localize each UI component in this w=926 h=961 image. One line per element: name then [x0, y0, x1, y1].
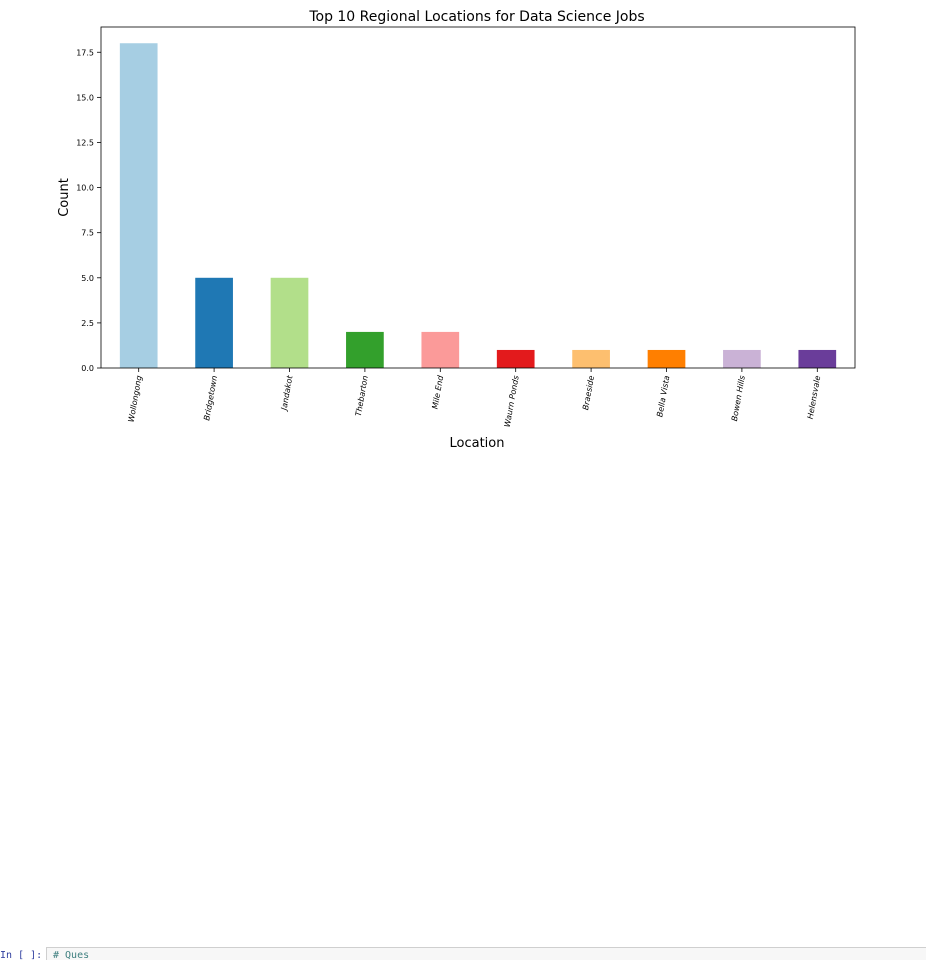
- y-tick-label: 2.5: [81, 319, 94, 328]
- bar-mile-end: [421, 331, 460, 368]
- chart-title: Top 10 Regional Locations for Data Scien…: [308, 9, 644, 25]
- bar-jandakot: [270, 277, 309, 368]
- x-tick-label: Bella Vista: [655, 375, 671, 418]
- code-input[interactable]: # Ques: [46, 947, 926, 961]
- x-tick-label: Waurn Ponds: [503, 375, 521, 428]
- x-tick-label: Thebarton: [354, 375, 370, 417]
- code-text: # Ques: [53, 950, 90, 961]
- bar-helensvale: [798, 349, 837, 368]
- x-tick-label: Mile End: [430, 374, 445, 410]
- x-tick-label: Bridgetown: [202, 375, 219, 422]
- y-tick-label: 10.0: [76, 184, 94, 193]
- y-axis-label: Count: [57, 178, 72, 217]
- x-tick-label: Jandakot: [279, 374, 294, 413]
- y-tick-label: 15.0: [76, 93, 94, 102]
- cell-prompt: In [ ]:: [0, 950, 43, 961]
- bar-waurn-ponds: [496, 349, 535, 368]
- x-axis-label: Location: [450, 436, 505, 451]
- x-tick-label: Wollongong: [127, 375, 144, 423]
- notebook-cell: In [ ]: # Ques: [0, 474, 926, 961]
- bar-braeside: [572, 349, 610, 368]
- bar-bella-vista: [647, 349, 686, 368]
- y-tick-label: 0.0: [81, 364, 94, 373]
- bar-wollongong: [119, 43, 158, 368]
- bar-bridgetown: [195, 277, 233, 368]
- bar-thebarton: [346, 331, 384, 368]
- x-tick-label: Helensvale: [806, 375, 823, 420]
- x-tick-label: Braeside: [581, 375, 596, 411]
- plot-frame: [100, 26, 856, 369]
- y-tick-label: 12.5: [76, 138, 94, 147]
- bar-chart: Top 10 Regional Locations for Data Scien…: [57, 9, 856, 451]
- y-tick-label: 17.5: [76, 48, 94, 57]
- y-tick-label: 5.0: [81, 274, 94, 283]
- bar-bowen-hills: [723, 349, 761, 368]
- y-tick-label: 7.5: [81, 229, 94, 238]
- x-tick-label: Bowen Hills: [730, 375, 747, 422]
